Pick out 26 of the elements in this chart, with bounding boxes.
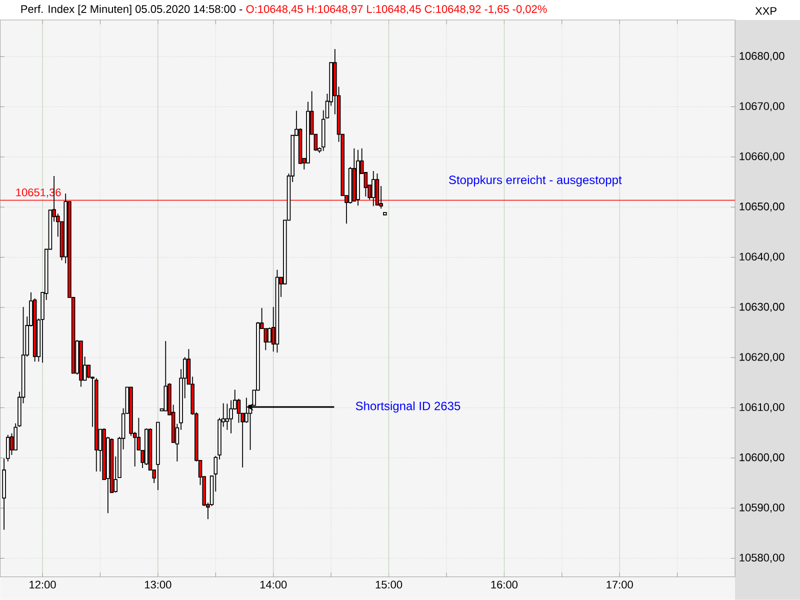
candlestick <box>225 403 230 430</box>
chart-title: Perf. Index [2 Minuten] 05.05.2020 14:58:00 - <box>21 4 242 16</box>
y-tick-label: 10640,00 <box>740 252 784 262</box>
y-tick-label: 10580,00 <box>740 554 784 563</box>
x-tick-label: 14:00 <box>260 580 287 589</box>
y-tick-label: 10660,00 <box>740 152 784 162</box>
y-tick-label: 10620,00 <box>740 353 784 362</box>
y-tick-label: 10650,00 <box>740 202 784 212</box>
x-tick-label: 15:00 <box>376 580 402 589</box>
y-tick-label: 10610,00 <box>740 403 784 412</box>
y-tick-label: 10670,00 <box>740 102 784 112</box>
y-tick-label: 10590,00 <box>740 504 784 513</box>
x-tick-label: 16:00 <box>491 580 518 589</box>
annotation: Shortsignal ID 2635 <box>356 401 460 413</box>
candlestick <box>268 327 272 344</box>
y-tick-label: 10680,00 <box>740 52 784 62</box>
candlestick <box>86 364 91 379</box>
x-tick-label: 13:00 <box>145 580 172 589</box>
annotation: Stoppkurs erreicht - ausgestoppt <box>449 175 622 187</box>
x-tick-label: 12:00 <box>30 580 56 589</box>
candlestick <box>371 170 376 207</box>
y-tick-label: 10630,00 <box>740 302 784 312</box>
y-axis-title: XXP <box>755 7 776 15</box>
y-tick-label: 10600,00 <box>740 453 784 463</box>
x-tick-label: 17:00 <box>606 580 633 589</box>
chart-subtitle: O:10648,45 H:10648,97 L:10648,45 C:10648,92 -1,65 -0,02% <box>246 5 547 14</box>
